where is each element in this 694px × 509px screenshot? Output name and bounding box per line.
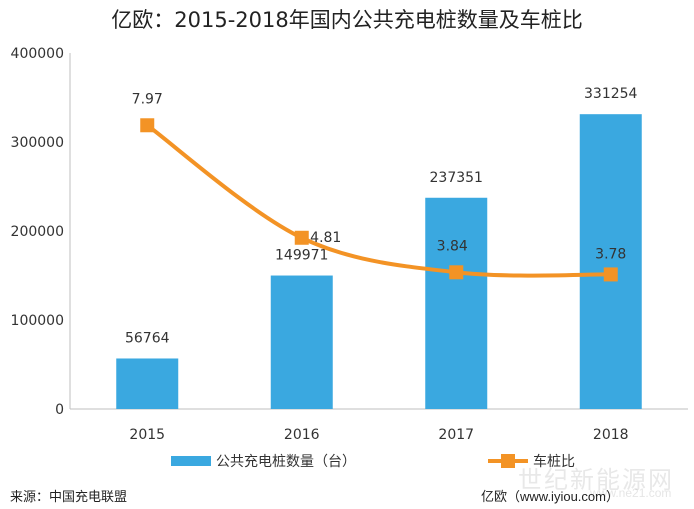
bar	[425, 197, 488, 409]
ratio-marker	[140, 118, 155, 133]
legend-label-bars: 公共充电桩数量（台）	[216, 453, 356, 470]
bar	[579, 114, 642, 410]
y-tick-label: 200000	[11, 224, 64, 240]
ratio-marker	[449, 265, 464, 280]
source-note: 来源：中国充电联盟	[10, 489, 128, 504]
watermark-url: www.ne21.com	[590, 486, 672, 500]
x-tick-label: 2015	[129, 427, 165, 443]
y-tick-label: 300000	[11, 135, 64, 151]
bar	[116, 358, 179, 409]
x-tick-label: 2017	[438, 427, 474, 443]
chart-title: 亿欧：2015-2018年国内公共充电桩数量及车桩比	[111, 8, 583, 32]
y-tick-label: 0	[55, 402, 64, 418]
ratio-marker	[294, 230, 309, 245]
ratio-value-label: 7.97	[132, 91, 163, 107]
x-tick-label: 2018	[593, 427, 629, 443]
publisher-note: 亿欧（www.iyiou.com）	[481, 489, 619, 504]
bar-value-label: 331254	[584, 86, 638, 102]
bar-value-label: 56764	[125, 330, 170, 346]
ratio-value-label: 3.78	[595, 246, 626, 262]
ratio-line	[145, 123, 613, 278]
x-tick-label: 2016	[284, 427, 320, 443]
bar-value-label: 149971	[275, 248, 328, 264]
legend-label-line: 车桩比	[533, 453, 575, 470]
y-tick-label: 100000	[11, 313, 64, 329]
ratio-marker	[603, 267, 618, 282]
ratio-value-label: 4.81	[310, 230, 341, 246]
ratio-value-label: 3.84	[437, 238, 468, 254]
legend-swatch-bars	[171, 456, 211, 466]
y-tick-label: 400000	[11, 46, 64, 62]
bar-value-label: 237351	[430, 170, 483, 186]
watermark: 世纪新能源网	[518, 466, 674, 494]
legend-swatch-marker	[501, 454, 515, 468]
bar	[270, 275, 333, 409]
